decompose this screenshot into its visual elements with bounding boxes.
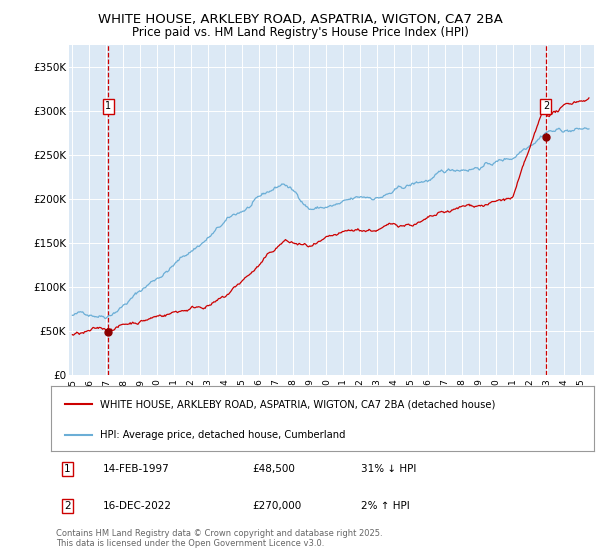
Text: 1: 1	[105, 101, 112, 111]
Text: Price paid vs. HM Land Registry's House Price Index (HPI): Price paid vs. HM Land Registry's House …	[131, 26, 469, 39]
Text: £48,500: £48,500	[252, 464, 295, 474]
Text: 2% ↑ HPI: 2% ↑ HPI	[361, 501, 409, 511]
Text: 2: 2	[543, 101, 549, 111]
Text: 16-DEC-2022: 16-DEC-2022	[103, 501, 172, 511]
Text: WHITE HOUSE, ARKLEBY ROAD, ASPATRIA, WIGTON, CA7 2BA (detached house): WHITE HOUSE, ARKLEBY ROAD, ASPATRIA, WIG…	[100, 399, 495, 409]
Text: Contains HM Land Registry data © Crown copyright and database right 2025.
This d: Contains HM Land Registry data © Crown c…	[56, 529, 383, 548]
Text: £270,000: £270,000	[252, 501, 301, 511]
Text: 14-FEB-1997: 14-FEB-1997	[103, 464, 169, 474]
Text: 31% ↓ HPI: 31% ↓ HPI	[361, 464, 416, 474]
Text: WHITE HOUSE, ARKLEBY ROAD, ASPATRIA, WIGTON, CA7 2BA: WHITE HOUSE, ARKLEBY ROAD, ASPATRIA, WIG…	[98, 12, 502, 26]
Text: 1: 1	[64, 464, 71, 474]
Text: 2: 2	[64, 501, 71, 511]
Text: HPI: Average price, detached house, Cumberland: HPI: Average price, detached house, Cumb…	[100, 430, 346, 440]
